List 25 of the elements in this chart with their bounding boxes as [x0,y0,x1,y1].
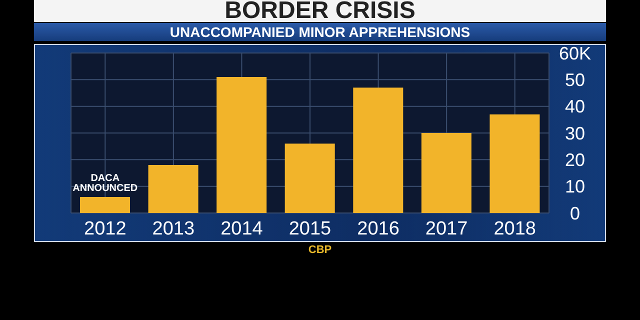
annotation: DACA ANNOUNCED [72,173,138,194]
x-tick-label: 2012 [84,218,126,240]
y-tick-label: 50 [564,70,586,90]
bar [284,144,335,213]
y-tick-label: 40 [564,96,586,117]
y-tick-label: 30 [564,123,586,144]
x-tick-label: 2015 [288,218,332,240]
bar [421,133,472,213]
text: CBP [307,244,333,256]
y-tick-label: 10 [564,176,586,197]
chart-subtitle: UNACCOMPANIED MINOR APPREHENSIONS [34,23,606,41]
chart-title: BORDER CRISIS [34,0,606,24]
bar [80,197,130,213]
bar [353,88,404,213]
x-tick-label: 2014 [220,218,264,240]
bar [490,114,540,213]
x-tick-label: 2018 [494,218,536,240]
y-tick-label: 20 [564,150,586,170]
y-tick-label: 0 [570,203,580,224]
x-tick-label: 2013 [152,218,195,240]
y-tick-label: 60K [558,43,592,64]
x-tick-label: 2017 [425,218,468,240]
x-tick-label: 2016 [357,218,400,240]
bar [216,77,267,213]
bar [148,165,198,213]
